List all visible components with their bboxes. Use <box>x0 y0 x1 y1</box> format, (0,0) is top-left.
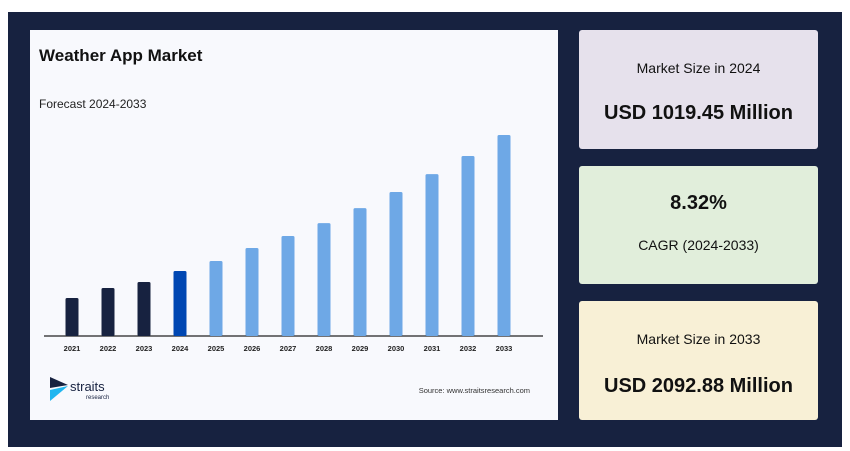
x-tick-label: 2026 <box>244 344 261 353</box>
bar-chart: 2021 2022 2023 2024 2025 2026 2027 2028 2029 2030… <box>44 135 543 353</box>
straits-logo: straits research <box>48 375 118 408</box>
bar-2033 <box>497 135 511 336</box>
x-tick-label: 2033 <box>496 344 513 353</box>
bar-2029 <box>353 208 367 336</box>
svg-text:straits: straits <box>70 379 105 394</box>
card-value: USD 2092.88 Million <box>604 375 793 397</box>
bar-2032 <box>461 156 475 336</box>
card-label: Market Size in 2024 <box>636 60 761 76</box>
bar-2025 <box>209 260 223 336</box>
bar-2030 <box>389 192 403 336</box>
bar-2027 <box>281 236 295 336</box>
x-tick-label: 2022 <box>100 344 117 353</box>
chart-subtitle: Forecast 2024-2033 <box>39 97 147 111</box>
chart-panel: Weather App Market Forecast 2024-2033 20… <box>30 30 558 420</box>
x-tick-label: 2029 <box>352 344 369 353</box>
bar-2023 <box>137 282 151 336</box>
source-text: Source: www.straitsresearch.com <box>418 386 530 395</box>
chart-title: Weather App Market <box>39 46 203 65</box>
svg-text:research: research <box>86 395 109 401</box>
bar-2026 <box>245 248 259 336</box>
x-tick-label: 2027 <box>280 344 297 353</box>
x-tick-label: 2024 <box>172 344 190 353</box>
x-tick-label: 2023 <box>136 344 153 353</box>
bar-2024 <box>173 270 187 336</box>
card-value: USD 1019.45 Million <box>604 102 793 124</box>
x-tick-label: 2032 <box>460 344 477 353</box>
x-tick-label: 2030 <box>388 344 405 353</box>
x-tick-label: 2021 <box>64 344 81 353</box>
card-market-size-2024: Market Size in 2024 USD 1019.45 Million <box>579 30 818 149</box>
card-label: Market Size in 2033 <box>636 331 761 347</box>
bar-2022 <box>101 287 115 336</box>
card-market-size-2033: Market Size in 2033 USD 2092.88 Million <box>579 301 818 420</box>
bar-2031 <box>425 174 439 336</box>
x-tick-label: 2025 <box>208 344 225 353</box>
bar-2028 <box>317 223 331 336</box>
x-tick-label: 2028 <box>316 344 333 353</box>
card-label: CAGR (2024-2033) <box>638 237 759 253</box>
bar-2021 <box>65 297 79 336</box>
card-cagr: 8.32% CAGR (2024-2033) <box>579 166 818 284</box>
card-value: 8.32% <box>670 192 727 214</box>
x-tick-label: 2031 <box>424 344 441 353</box>
